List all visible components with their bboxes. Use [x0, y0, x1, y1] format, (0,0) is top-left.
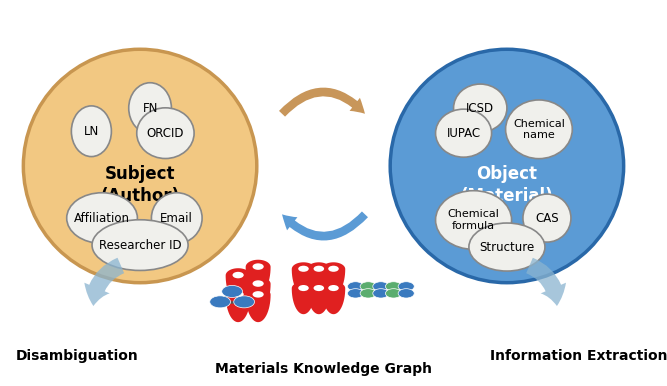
Circle shape	[398, 282, 414, 291]
Text: Information Extraction: Information Extraction	[490, 349, 667, 363]
Text: Disambiguation: Disambiguation	[15, 349, 138, 363]
Ellipse shape	[506, 100, 572, 159]
PathPatch shape	[307, 262, 331, 295]
Ellipse shape	[436, 109, 492, 157]
Text: Affiliation: Affiliation	[74, 212, 130, 225]
Circle shape	[348, 282, 364, 291]
Ellipse shape	[71, 106, 111, 157]
Circle shape	[209, 296, 231, 308]
Circle shape	[233, 291, 243, 298]
Text: ORCID: ORCID	[147, 127, 184, 140]
Circle shape	[233, 272, 243, 278]
Circle shape	[233, 296, 255, 308]
PathPatch shape	[225, 288, 251, 322]
Circle shape	[360, 289, 376, 298]
Circle shape	[298, 266, 309, 272]
PathPatch shape	[321, 262, 346, 295]
Circle shape	[373, 282, 389, 291]
Ellipse shape	[469, 223, 545, 271]
PathPatch shape	[321, 282, 346, 314]
Circle shape	[328, 266, 339, 272]
Circle shape	[386, 282, 402, 291]
Circle shape	[221, 285, 243, 298]
PathPatch shape	[291, 282, 315, 314]
Circle shape	[253, 280, 263, 287]
PathPatch shape	[245, 288, 271, 322]
Text: CAS: CAS	[535, 212, 559, 225]
Ellipse shape	[67, 193, 137, 244]
Circle shape	[298, 285, 309, 291]
FancyArrowPatch shape	[282, 212, 368, 240]
Text: Object
(Material): Object (Material)	[461, 165, 553, 205]
Text: FN: FN	[142, 102, 158, 115]
Text: Structure: Structure	[480, 240, 534, 254]
Circle shape	[313, 285, 324, 291]
Ellipse shape	[523, 194, 571, 242]
Circle shape	[398, 289, 414, 298]
Text: Subject
(Author): Subject (Author)	[101, 165, 179, 205]
Ellipse shape	[23, 49, 257, 283]
Circle shape	[253, 263, 263, 270]
FancyArrowPatch shape	[84, 258, 124, 306]
PathPatch shape	[245, 277, 271, 312]
Circle shape	[373, 289, 389, 298]
Text: Email: Email	[160, 212, 193, 225]
Circle shape	[348, 289, 364, 298]
Ellipse shape	[390, 49, 624, 283]
Circle shape	[328, 285, 339, 291]
Text: Chemical
formula: Chemical formula	[448, 209, 500, 231]
Ellipse shape	[151, 193, 202, 244]
Ellipse shape	[129, 83, 171, 134]
Ellipse shape	[92, 220, 188, 271]
Circle shape	[313, 266, 324, 272]
Text: IUPAC: IUPAC	[446, 127, 481, 140]
PathPatch shape	[307, 282, 331, 314]
Circle shape	[360, 282, 376, 291]
Circle shape	[386, 289, 402, 298]
PathPatch shape	[225, 268, 251, 303]
Text: ICSD: ICSD	[466, 102, 494, 115]
Text: Researcher ID: Researcher ID	[99, 239, 181, 252]
Text: Chemical
name: Chemical name	[513, 119, 565, 140]
Circle shape	[253, 291, 263, 298]
FancyArrowPatch shape	[526, 258, 566, 306]
FancyArrowPatch shape	[279, 88, 365, 117]
PathPatch shape	[291, 262, 315, 295]
Ellipse shape	[454, 84, 507, 132]
Ellipse shape	[436, 191, 512, 249]
Text: LN: LN	[84, 125, 99, 138]
PathPatch shape	[245, 260, 271, 295]
Text: Materials Knowledge Graph: Materials Knowledge Graph	[215, 362, 432, 376]
Ellipse shape	[137, 108, 194, 159]
